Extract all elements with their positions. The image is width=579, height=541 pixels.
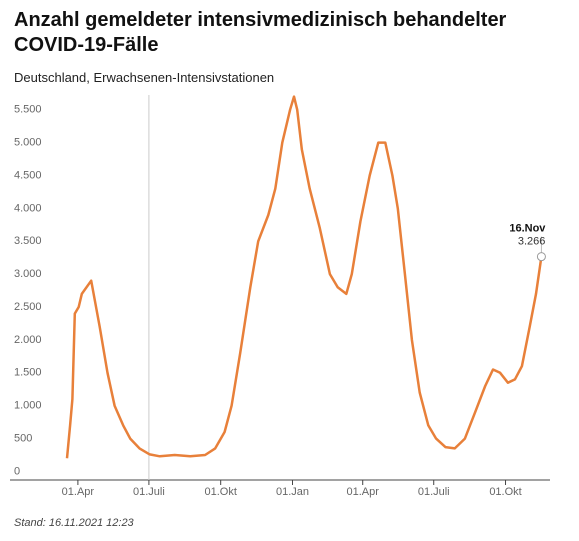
x-tick-label: 01.Jan [276,486,309,498]
y-tick-label: 2.500 [14,301,42,313]
x-tick-label: 01.Juli [133,486,165,498]
y-tick-label: 5.500 [14,104,42,116]
chart-title: Anzahl gemeldeter intensivmedizinisch be… [14,9,507,56]
end-point [536,252,546,262]
line-series [65,95,543,459]
y-tick-label: 3.000 [14,268,42,280]
y-tick-label: 1.000 [14,400,42,412]
y-tick-label: 500 [14,432,32,444]
y-tick-label: 5.000 [14,137,42,149]
x-tick-label: 01.Apr [62,486,95,498]
y-tick-label: 1.500 [14,367,42,379]
x-tick-label: 01.Juli [418,486,450,498]
y-tick-label: 4.500 [14,169,42,181]
x-tick-label: 01.Okt [489,486,521,498]
x-tick-label: 01.Okt [204,486,236,498]
footnote: Stand: 16.11.2021 12:23 [14,517,134,529]
chart-subtitle: Deutschland, Erwachsenen-Intensivstation… [14,70,275,85]
annotation: 16.Nov [509,223,546,235]
value-label: 3.266 [518,236,546,248]
y-tick-label: 3.500 [14,235,42,247]
y-tick-label: 0 [14,465,20,477]
y-tick-label: 4.000 [14,202,42,214]
y-tick-label: 2.000 [14,334,42,346]
x-tick-label: 01.Apr [347,486,380,498]
